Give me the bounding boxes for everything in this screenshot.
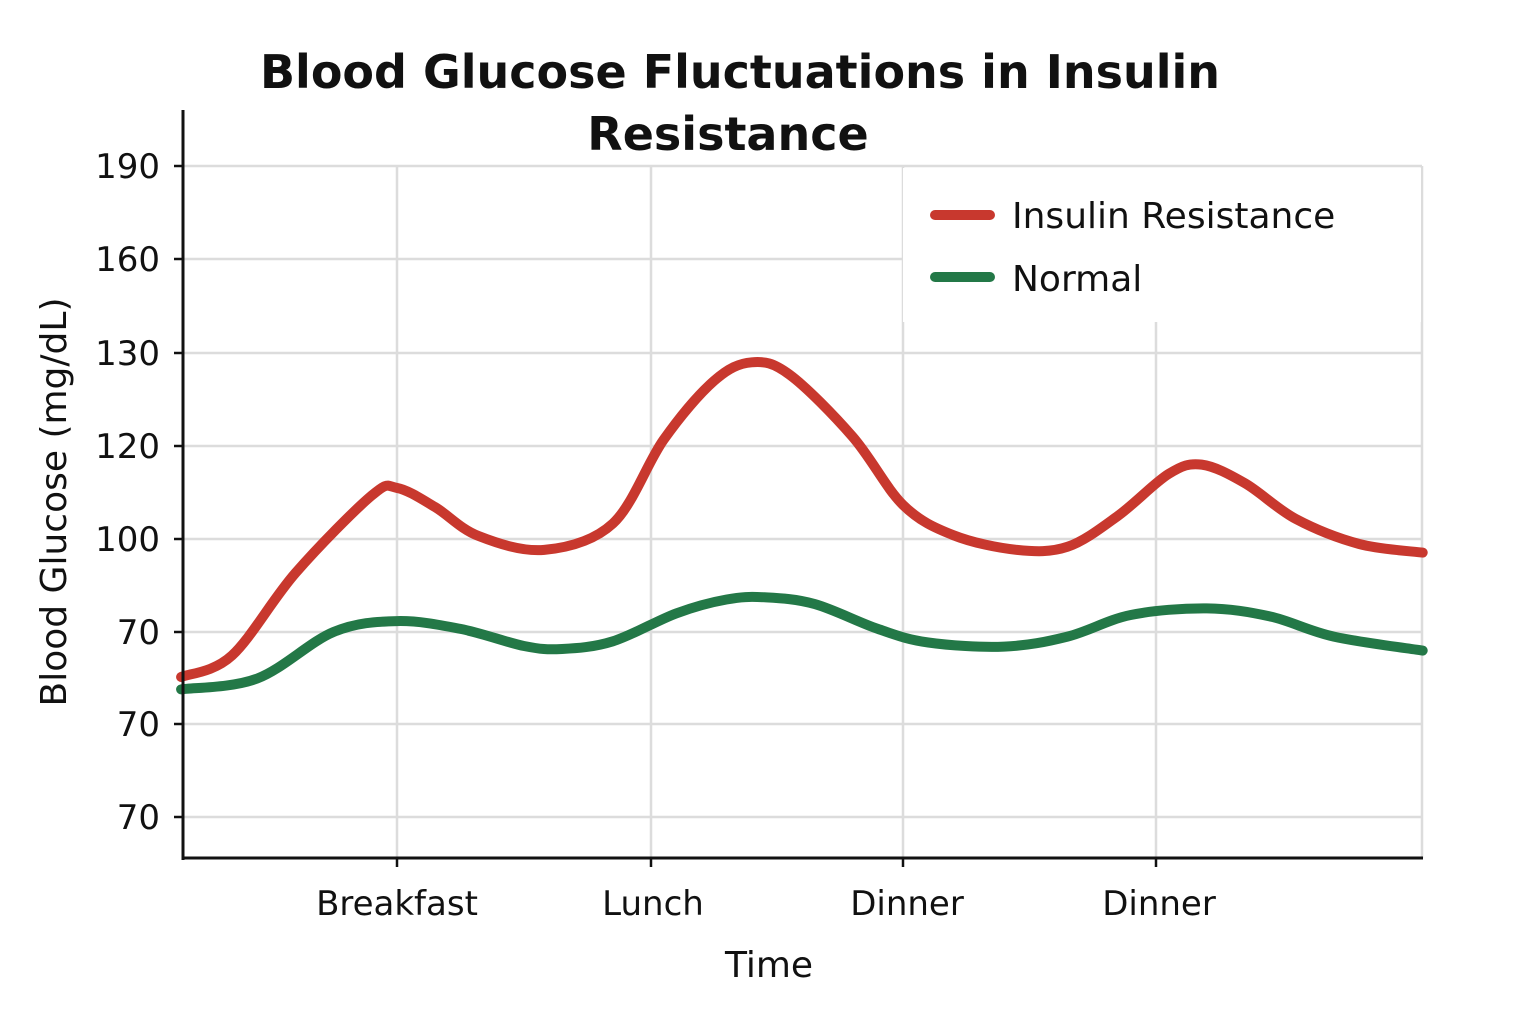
series-layer xyxy=(176,357,1428,695)
y-tick-label-8: 70 xyxy=(117,798,160,838)
x-tick-label-lunch: Lunch xyxy=(602,884,704,924)
series-line-insulin-resistance xyxy=(176,357,1428,682)
legend-box xyxy=(903,168,1421,322)
x-tick-label-dinner-1: Dinner xyxy=(850,884,964,924)
y-tick-label-6: 70 xyxy=(117,613,160,653)
x-tick-label-dinner-2: Dinner xyxy=(1102,884,1216,924)
legend-label-normal: Normal xyxy=(1012,259,1142,300)
axes xyxy=(174,110,1423,867)
chart-title-line-2: Resistance xyxy=(587,107,868,161)
y-tick-label-5: 100 xyxy=(95,520,160,560)
y-axis-label: Blood Glucose (mg/dL) xyxy=(34,298,75,707)
x-tick-label-breakfast: Breakfast xyxy=(316,884,478,924)
legend-label-insulin-resistance: Insulin Resistance xyxy=(1012,196,1335,237)
y-tick-label-1: 190 xyxy=(95,147,160,187)
x-axis-label: Time xyxy=(724,945,813,986)
y-tick-label-7: 70 xyxy=(117,705,160,745)
x-tick-labels: Breakfast Lunch Dinner Dinner xyxy=(316,884,1216,924)
y-tick-label-4: 120 xyxy=(95,427,160,467)
y-tick-label-3: 130 xyxy=(95,334,160,374)
chart-title-line-1: Blood Glucose Fluctuations in Insulin xyxy=(260,45,1220,99)
series-line-normal xyxy=(176,591,1428,695)
legend: Insulin Resistance Normal xyxy=(903,168,1421,322)
y-tick-label-2: 160 xyxy=(95,240,160,280)
y-tick-labels: 190 160 130 120 100 70 70 70 xyxy=(95,147,160,838)
